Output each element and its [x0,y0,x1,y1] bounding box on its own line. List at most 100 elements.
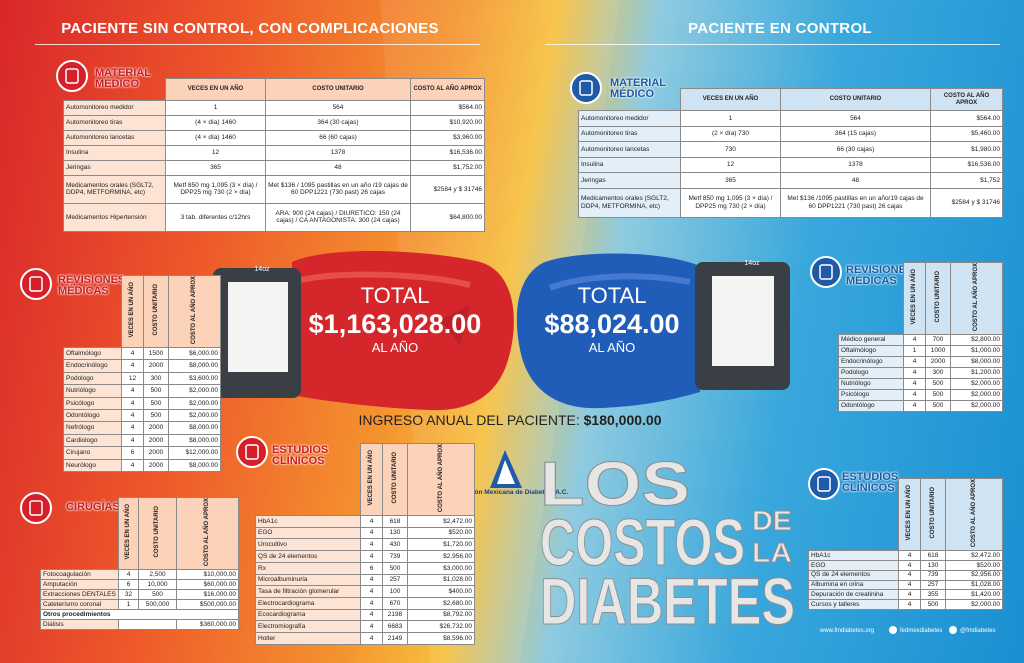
column-header: COSTO UNITARIO [780,88,931,111]
row-label: Depuración de creatinina [808,589,899,601]
cell: $2,800.00 [950,334,1003,346]
table-row: Odontólogo 4 500 $2,000.00 [838,399,1003,413]
row-label: Ecocardiograma [255,608,361,622]
cell: $1,980.00 [930,141,1003,158]
column-header: COSTO UNITARIO [143,274,169,349]
cell: $2,000.00 [168,384,221,398]
cell: 4 [903,334,926,346]
cell: $2,472.00 [407,515,475,528]
row-label: Extracciones DENTALES [40,588,119,600]
cell: 4 [898,579,921,591]
cell: $26,732.00 [407,620,475,634]
column-header-text: COSTO UNITARIO [934,271,941,323]
row-label: QS de 24 elementos [255,550,361,563]
table-row: EGO 4 130 $520.00 [808,559,1003,571]
column-header-text: VECES EN UN AÑO [906,485,913,541]
cell: 3 tab. diferentes c/12hrs [165,202,266,233]
cell: $16,000.00 [176,588,239,600]
cell: ARA: 900 (24 cajas) / DIURETICO: 150 (24… [265,202,411,233]
cell: $2584 y $ 31746 [410,174,485,204]
table-row: Automonitoreo lancetas 730 66 (30 cajas) $1… [578,141,1003,158]
table-row: Nefrólogo 4 2000 $8,000.00 [63,421,221,435]
glove-shine [299,271,471,288]
blank-header [64,79,166,101]
table-row: Dialisis $360,000.00 [40,618,239,631]
column-header-text: COSTO UNITARIO [391,452,398,504]
section-icon [570,72,602,104]
cell: 4 [360,573,383,587]
cell: 257 [382,573,408,587]
row-label: Nefrólogo [63,421,122,435]
table-row: Medicamentos orales (SGLT2, DDP4, METFOR… [63,174,485,204]
row-label: EGO [255,526,361,540]
cell: $1,752 [930,172,1003,189]
row-label: Oftalmólogo [838,345,904,357]
cell: $16,536.00 [410,144,485,161]
glove-size: 14oz [254,266,270,273]
column-header-text: VECES EN UN AÑO [911,269,918,325]
table-row: Médico general 4 700 $2,800.00 [838,334,1003,346]
column-header-text: COSTO AL AÑO APROX [413,86,482,93]
table-row: Albumina en orina 4 257 $1,028.00 [808,579,1003,591]
table-row: Cateterismo coronal 1 500,000 $500,000.00 [40,598,239,610]
cell: 48 [780,172,931,189]
header-row: VECES EN UN AÑO COSTO UNITARIO COSTO AL AÑ… [64,78,485,101]
row-label: Odontólogo [838,399,904,413]
cost-table: VECES EN UN AÑO COSTO UNITARIO COSTO AL AÑ… [838,261,1003,413]
header-row: VECES EN UN AÑO COSTO UNITARIO COSTO AL AÑ… [256,442,475,517]
glove-size: 14oz [744,260,760,267]
table-row: Electrocardiograma 4 670 $2,680.00 [255,597,475,610]
column-header: VECES EN UN AÑO [121,274,144,349]
section-title: MATERIAL MÉDICO [95,67,151,90]
cell: 4 [898,569,921,581]
row-label: Endocrinólogo [63,359,122,373]
row-label: Odontólogo [63,408,122,423]
cell: 1378 [780,156,931,174]
cell: $2,956.00 [407,550,475,563]
cost-table: VECES EN UN AÑO COSTO UNITARIO COSTO AL AÑ… [63,78,485,233]
cell: 300 [925,366,951,379]
section-icon [20,492,52,524]
column-header: COSTO AL AÑO APROX [407,442,475,517]
cell: 500 [143,396,169,410]
cell: $8,792.00 [407,608,475,622]
cell: 355 [920,589,946,601]
table-row: Automonitoreo tiras (4 × día) 1460 364 (30… [63,114,485,131]
cell: 500 [138,588,177,600]
cell: 6 [121,446,144,460]
organization: Federación Mexicana de Diabetes, A.C. [448,489,569,496]
row-label: Nutriólogo [838,377,904,390]
cost-table: VECES EN UN AÑO COSTO UNITARIO COSTO AL AÑ… [808,477,1003,610]
table-row: Endocrinólogo 4 2000 $8,000.00 [838,355,1003,368]
row-label: Nutriólogo [63,384,122,398]
column-header-text: COSTO UNITARIO [154,506,161,558]
table-row: Oftalmólogo 4 1500 $6,000.00 [63,346,221,361]
cost-table: VECES EN UN AÑO COSTO UNITARIO COSTO AL AÑ… [40,496,239,631]
cell: 2000 [143,421,169,435]
cell: 1 [903,345,926,357]
cell: 2,500 [138,569,177,580]
cell: 700 [925,334,951,346]
cell: $3,600.00 [168,371,221,386]
cell: 670 [382,597,408,610]
cuff-label [712,276,774,366]
cell: 66 (60 cajas) [265,129,411,146]
cell: $8,596.00 [407,632,475,645]
cell: 4 [360,515,383,528]
row-label: Holter [255,632,361,645]
row-label: Medicamentos orales (SGLT2, DDP4, METFOR… [578,187,681,219]
cell: 564 [265,100,411,116]
table-row: QS de 24 elementos 4 739 $2,956.00 [255,550,475,563]
column-header-text: VECES EN UN AÑO [125,504,132,560]
cell: 1 [680,110,781,127]
icon-glyph [65,68,79,84]
cell: 4 [360,538,383,552]
cell: $1,420.00 [945,589,1003,601]
row-label: Fotocoagulación [40,569,119,580]
table-row: Podologo 4 300 $1,200.00 [838,366,1003,379]
cell: 4 [360,550,383,563]
glove-thumb [440,305,470,345]
cell: 6 [118,579,139,590]
cell: 618 [920,550,946,561]
